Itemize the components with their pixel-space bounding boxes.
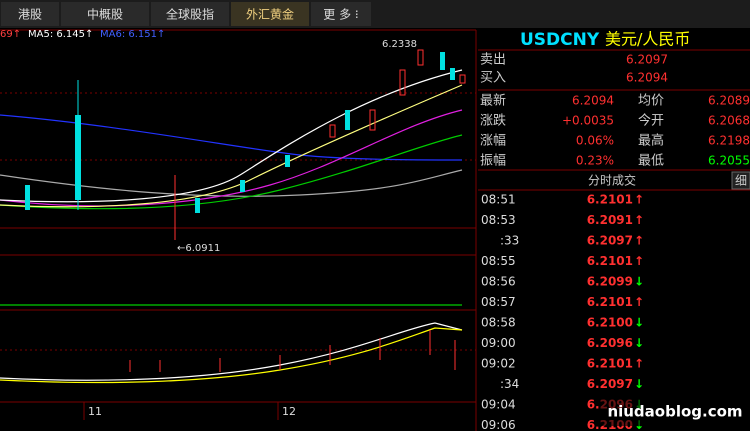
- tab[interactable]: [311, 2, 371, 26]
- tab-label[interactable]: 外汇黄金: [246, 7, 294, 22]
- stat-label: 最高: [638, 133, 664, 149]
- tab-label[interactable]: 更 多 ⁝: [323, 8, 358, 22]
- tab-label[interactable]: 中概股: [87, 7, 123, 22]
- trade-price: 6.2101: [587, 295, 633, 309]
- trade-time: 08:57: [481, 295, 516, 309]
- tab[interactable]: [231, 2, 309, 26]
- trade-direction: ↓: [634, 336, 644, 350]
- symbol-name: 美元/人民币: [605, 30, 690, 49]
- trade-direction: ↑: [634, 234, 644, 248]
- tab[interactable]: [61, 2, 149, 26]
- panel-borders: [478, 49, 750, 191]
- tab-label[interactable]: 全球股指: [166, 7, 214, 22]
- trade-direction: ↑: [634, 357, 644, 371]
- stat-label: 今开: [638, 113, 664, 129]
- trade-price: 6.2101: [587, 254, 633, 268]
- stat-label: 最低: [638, 154, 664, 169]
- indicator: MA5: 6.145↑: [28, 29, 93, 40]
- trade-direction: ↓: [634, 316, 644, 330]
- x-label: 11: [88, 405, 102, 418]
- detail-button-label[interactable]: 细: [735, 174, 747, 188]
- high-label: 6.2338: [382, 39, 417, 50]
- volume-bars: [129, 330, 456, 372]
- trade-time: 09:04: [481, 398, 516, 412]
- stat-label: 涨幅: [480, 134, 506, 149]
- trade-direction: ↓: [634, 377, 644, 391]
- stat-value: 6.2055: [708, 154, 750, 168]
- trade-direction: ↑: [634, 213, 644, 227]
- trade-price: 6.2097: [587, 377, 633, 391]
- trade-time: :34: [500, 377, 519, 391]
- stat-value: 6.2198: [708, 134, 750, 148]
- trade-direction: ↑: [634, 254, 644, 268]
- trade-time: 08:51: [481, 193, 516, 207]
- stat-value: 6.2089: [708, 94, 750, 108]
- trade-price: 6.2099: [587, 275, 633, 289]
- stat-value: 0.23%: [576, 154, 614, 168]
- trade-direction: ↑: [634, 193, 644, 207]
- trade-time: 09:06: [481, 418, 516, 431]
- trade-price: 6.2091: [587, 213, 633, 227]
- trade-price: 6.2100: [587, 316, 633, 330]
- tab[interactable]: [151, 2, 229, 26]
- trade-direction: ↑: [634, 295, 644, 309]
- trade-price: 6.2097: [587, 234, 633, 248]
- candles: [25, 49, 466, 240]
- watermark-box: [600, 398, 750, 426]
- detail-button[interactable]: [731, 171, 750, 190]
- stat-value: 0.06%: [576, 134, 614, 148]
- tab-label[interactable]: 港股: [18, 8, 42, 22]
- watermark: niudaoblog.com: [607, 403, 742, 421]
- trade-price: 6.2101: [587, 357, 633, 371]
- trade-price: 6.2096: [587, 336, 633, 350]
- trade-time: 08:56: [481, 275, 516, 289]
- trade-time: 09:02: [481, 357, 516, 371]
- indicator: MA6: 6.151↑: [100, 29, 165, 40]
- trade-time: 08:53: [481, 213, 516, 227]
- quote-value: 6.2097: [626, 53, 668, 67]
- trade-time: 09:00: [481, 336, 516, 350]
- tab[interactable]: [1, 2, 59, 26]
- x-label: 12: [282, 405, 296, 418]
- trade-price: 6.2101: [587, 193, 633, 207]
- stat-label: 振幅: [480, 154, 506, 169]
- quote-label: 卖出: [480, 53, 506, 68]
- quote-value: 6.2094: [626, 71, 668, 85]
- indicator: 69↑: [0, 29, 21, 40]
- symbol: USDCNY: [520, 30, 600, 50]
- trade-direction: ↓: [634, 275, 644, 289]
- stat-value: +0.0035: [562, 114, 614, 128]
- low-label: ←6.0911: [177, 243, 220, 254]
- stat-label: 最新: [480, 93, 506, 109]
- trades-title: 分时成交: [588, 173, 636, 188]
- ma-lines: [0, 69, 463, 384]
- trade-time: 08:55: [481, 254, 516, 268]
- trade-time: :33: [500, 234, 519, 248]
- stat-label: 涨跌: [480, 113, 506, 129]
- stat-value: 6.2068: [708, 114, 750, 128]
- trade-time: 08:58: [481, 316, 516, 330]
- stat-value: 6.2094: [572, 94, 614, 108]
- stat-label: 均价: [638, 94, 664, 109]
- quote-label: 买入: [480, 71, 506, 86]
